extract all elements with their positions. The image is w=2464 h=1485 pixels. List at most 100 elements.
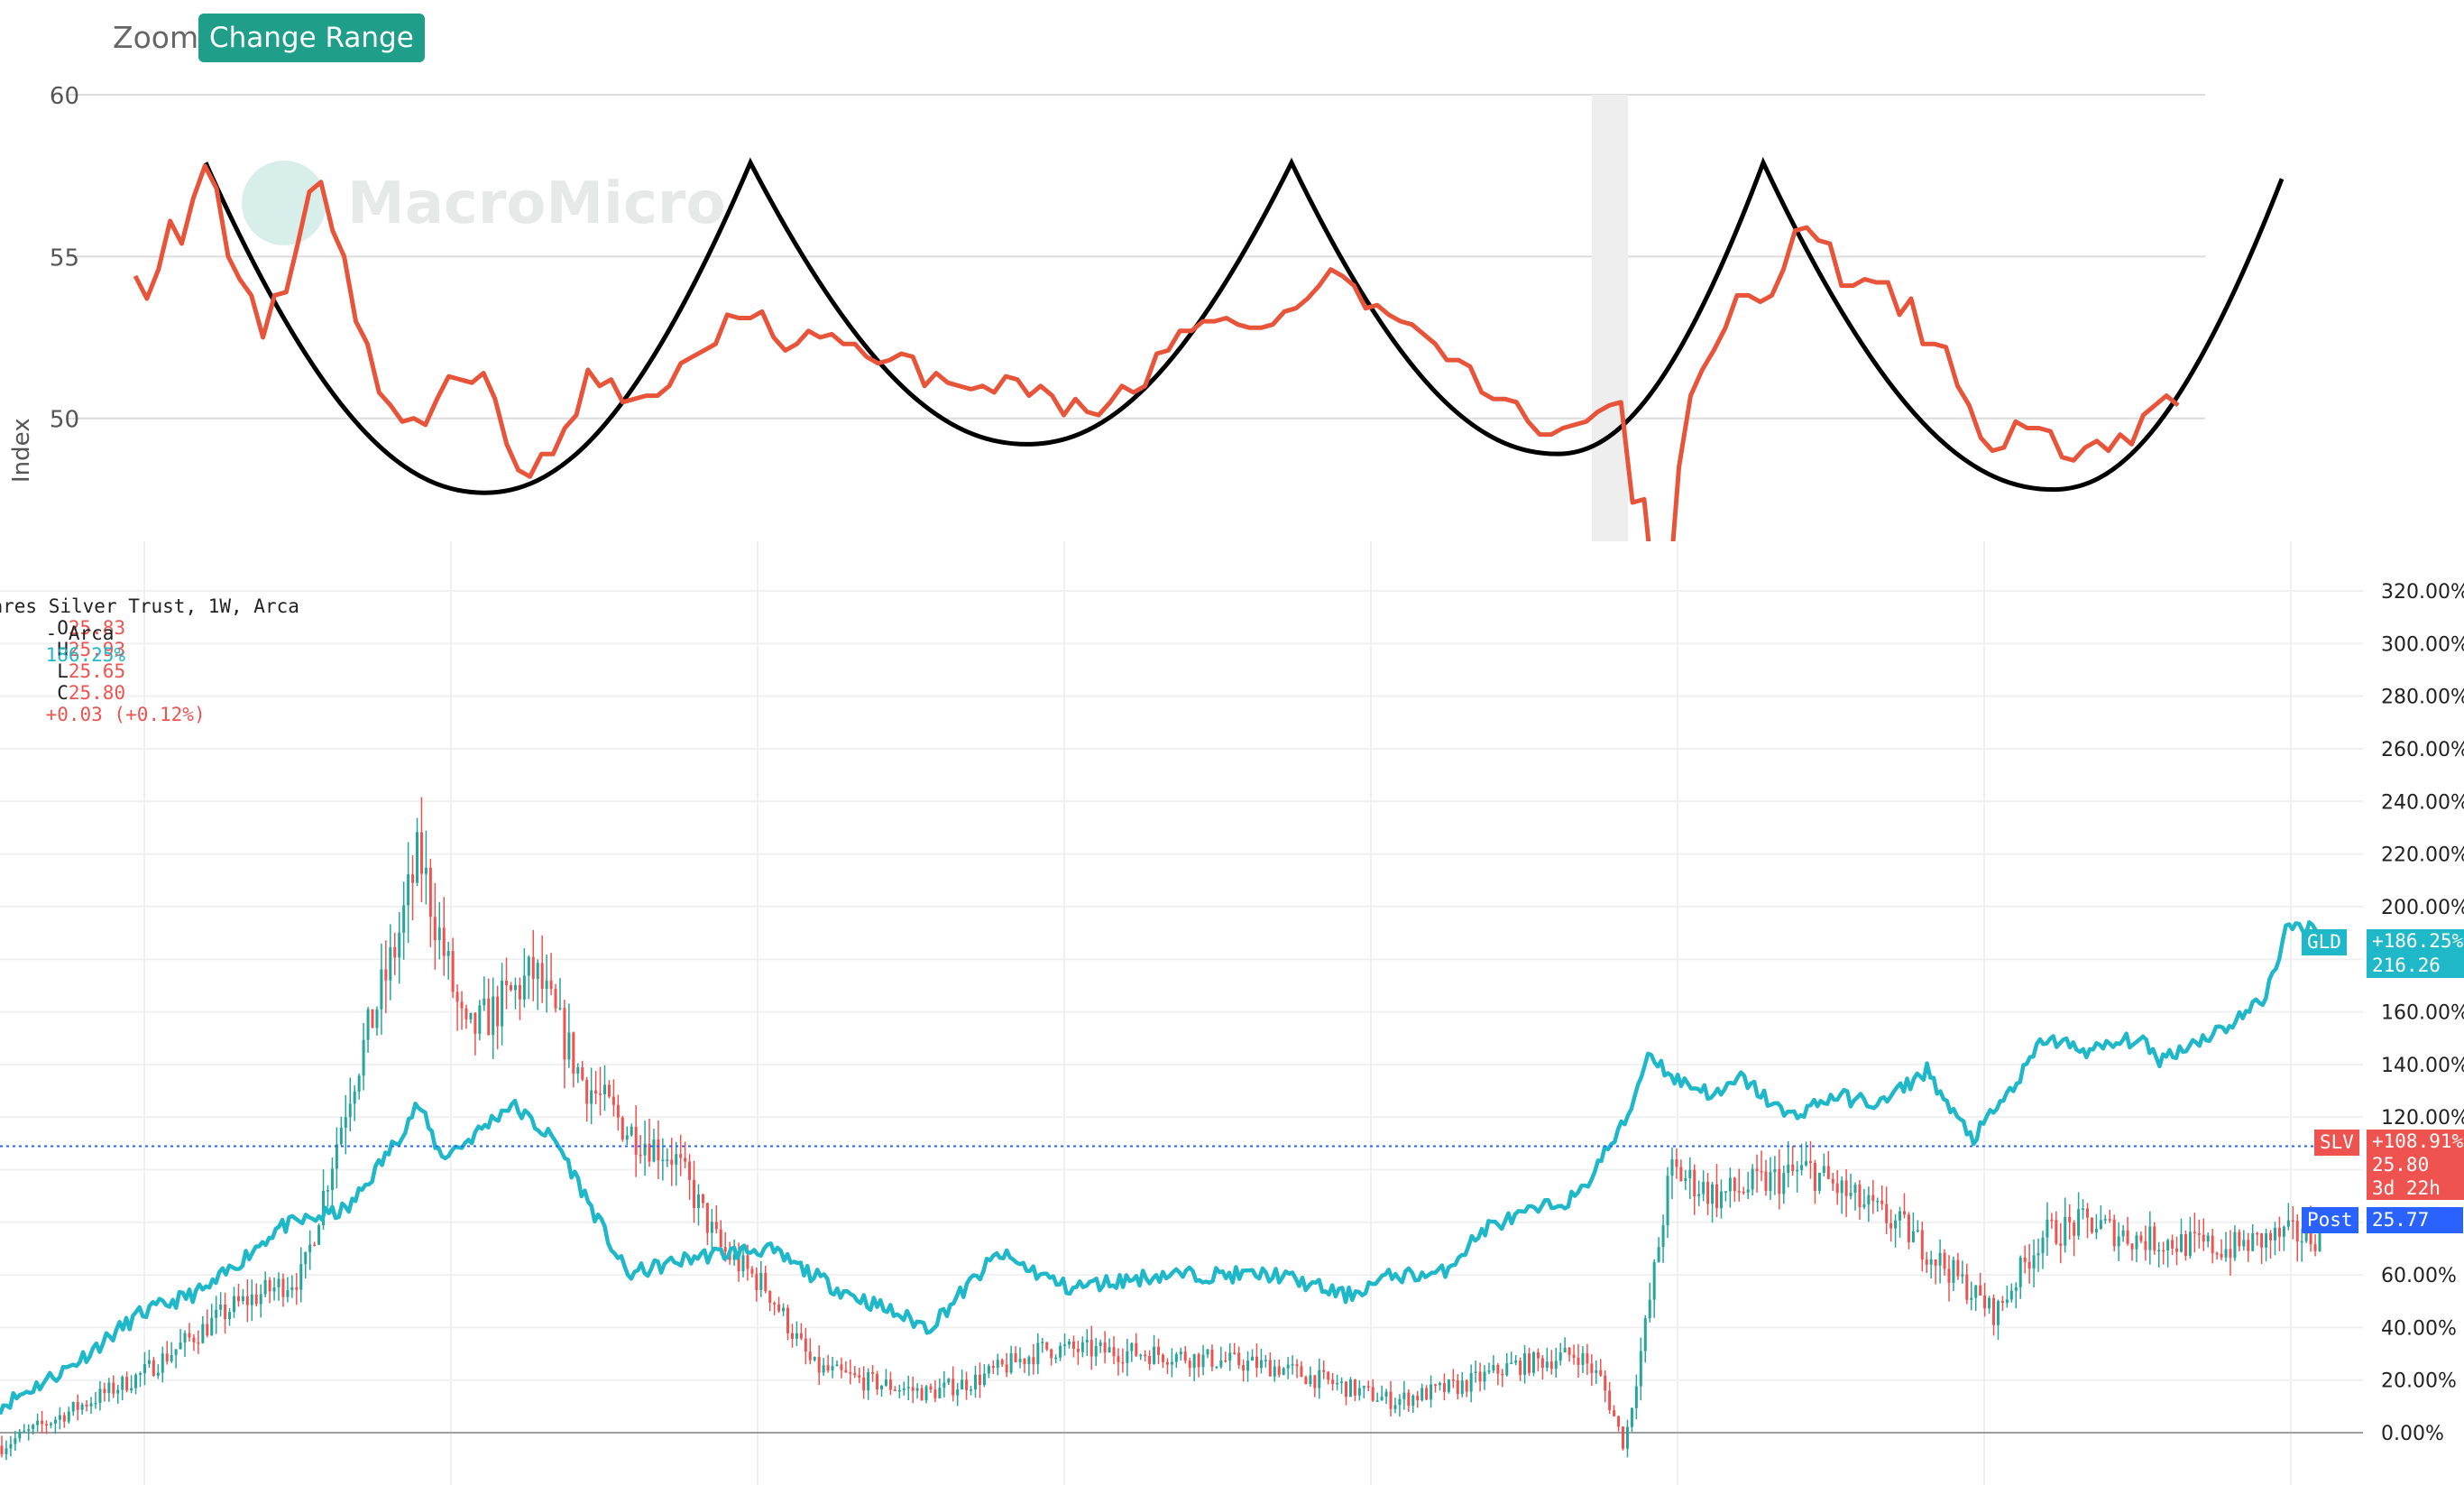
- slv-candle-body: [398, 932, 401, 958]
- slv-candle-body: [416, 832, 419, 883]
- slv-candle-body: [2166, 1240, 2170, 1250]
- slv-candle-body: [1835, 1183, 1839, 1194]
- slv-candle-body: [2112, 1219, 2116, 1247]
- slv-candle-body: [1622, 1426, 1625, 1449]
- slv-candle-body: [1988, 1297, 1991, 1309]
- slv-candle-body: [2103, 1219, 2107, 1221]
- slv-candle-body: [1179, 1351, 1182, 1355]
- slv-candle-body: [272, 1287, 276, 1292]
- slv-candle-body: [782, 1307, 786, 1312]
- slv-candle-body: [1992, 1297, 1996, 1325]
- slv-candle-body: [1916, 1230, 1919, 1232]
- slv-candle-body: [1769, 1172, 1772, 1192]
- y-tick-label: 40.00%: [2381, 1317, 2457, 1340]
- slv-candle-body: [1099, 1342, 1102, 1346]
- slv-candle-body: [2108, 1219, 2111, 1221]
- slv-candle-body: [2027, 1261, 2031, 1269]
- y-tick-label: 55: [50, 244, 79, 272]
- slv-candle-body: [670, 1159, 674, 1165]
- slv-candle-body: [1787, 1164, 1790, 1174]
- slv-candle-body: [2269, 1232, 2273, 1241]
- slv-candle-body: [1630, 1407, 1633, 1427]
- slv-candle-body: [1348, 1379, 1352, 1397]
- slv-candle-body: [616, 1104, 620, 1118]
- slv-candle-body: [492, 996, 495, 1036]
- slv-candle-body: [317, 1225, 321, 1245]
- slv-candle-body: [1380, 1397, 1384, 1401]
- slv-candle-body: [348, 1103, 352, 1118]
- slv-candle-body: [116, 1389, 120, 1394]
- slv-candle-body: [330, 1168, 334, 1191]
- slv-candle-body: [1604, 1375, 1607, 1391]
- slv-candle-body: [1773, 1168, 1777, 1173]
- slv-candle-body: [1510, 1362, 1513, 1364]
- slv-candle-body: [411, 874, 415, 883]
- slv-candle-body: [1751, 1168, 1754, 1190]
- slv-candle-body: [299, 1264, 303, 1290]
- slv-high: 25.93: [68, 639, 126, 660]
- post-tag-price: 25.77: [2367, 1207, 2463, 1233]
- slv-candle-body: [1590, 1363, 1594, 1373]
- slv-gld-plot: 320.00% 300.00% 280.00% 260.00% 240.00% 220.0…: [0, 541, 2464, 1485]
- slv-candle-body: [965, 1379, 969, 1390]
- slv-candle-body: [513, 984, 517, 991]
- slv-candle-body: [2121, 1230, 2125, 1237]
- slv-candle-body: [961, 1379, 964, 1390]
- slv-candle-body: [1902, 1211, 1906, 1215]
- slv-candle-body: [1840, 1180, 1843, 1194]
- slv-candle-body: [2157, 1250, 2161, 1252]
- slv-candle-body: [540, 963, 544, 990]
- slv-candle-body: [1054, 1357, 1058, 1360]
- slv-candle-body: [197, 1342, 200, 1344]
- slv-candle-body: [741, 1255, 745, 1272]
- slv-candle-body: [982, 1373, 986, 1386]
- slv-candle-body: [558, 1008, 562, 1010]
- slv-candle-body: [643, 1143, 647, 1156]
- slv-candle-body: [1853, 1185, 1857, 1194]
- slv-candle-body: [1161, 1354, 1164, 1362]
- slv-candle-body: [1041, 1342, 1044, 1343]
- slv-candle-body: [1675, 1159, 1678, 1167]
- slv-candle-body: [1952, 1259, 1955, 1283]
- slv-candle-body: [1121, 1361, 1125, 1364]
- slv-candle-body: [71, 1402, 75, 1412]
- slv-candle-body: [1331, 1379, 1335, 1385]
- slv-candle-body: [1608, 1390, 1612, 1411]
- slv-candle-body: [764, 1272, 768, 1292]
- slv-candle-body: [393, 946, 397, 958]
- index-series-line: [133, 163, 2180, 541]
- slv-candle-body: [978, 1374, 981, 1386]
- slv-candle-body: [750, 1268, 754, 1274]
- slv-candle-body: [1469, 1372, 1473, 1392]
- slv-candle-body: [357, 1075, 361, 1092]
- cycle-curve: [203, 156, 2285, 495]
- slv-candle-body: [911, 1387, 915, 1391]
- slv-candle-body: [505, 980, 509, 986]
- slv-candle-body: [1474, 1371, 1477, 1373]
- slv-candle-body: [67, 1411, 70, 1422]
- slv-candle-body: [1617, 1416, 1621, 1427]
- slv-candle-body: [1889, 1222, 1893, 1229]
- slv-candle-body: [18, 1431, 22, 1439]
- slv-candle-body: [201, 1324, 205, 1343]
- slv-candle-body: [165, 1353, 169, 1361]
- slv-candle-body: [554, 989, 557, 1009]
- slv-candle-body: [407, 874, 410, 906]
- slv-candle-body: [902, 1388, 906, 1390]
- slv-candle-body: [36, 1420, 40, 1425]
- slv-candle-body: [1045, 1342, 1049, 1350]
- slv-candle-body: [1540, 1358, 1544, 1369]
- slv-candle-body: [2068, 1216, 2072, 1223]
- slv-candle-body: [1666, 1176, 1669, 1226]
- slv-candle-body: [1384, 1391, 1388, 1397]
- y-tick-label: 120.00%: [2381, 1107, 2464, 1130]
- change-range-button[interactable]: Change Range: [198, 14, 425, 62]
- y-tick-label: 280.00%: [2381, 687, 2464, 709]
- slv-candle-body: [1661, 1225, 1665, 1248]
- slv-candle-body: [1907, 1214, 1910, 1242]
- slv-candle-body: [956, 1389, 960, 1396]
- slv-candle-body: [375, 1009, 379, 1028]
- slv-candle-body: [2064, 1216, 2067, 1246]
- slv-candle-body: [987, 1366, 990, 1374]
- slv-candle-body: [1684, 1177, 1687, 1182]
